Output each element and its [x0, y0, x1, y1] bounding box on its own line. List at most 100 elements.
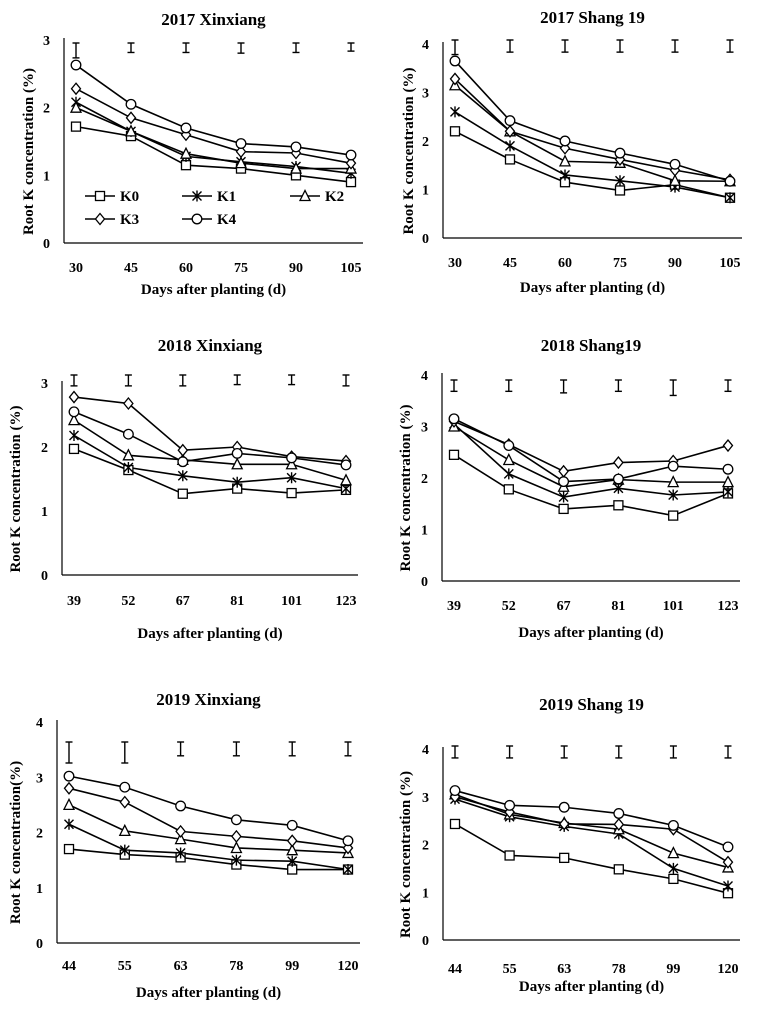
data-point-k4 [70, 59, 82, 71]
data-point-k4 [614, 147, 626, 159]
data-point-k4 [230, 814, 242, 826]
data-point-k4 [342, 835, 354, 847]
data-point-k4 [724, 175, 736, 187]
data-point-k1 [725, 192, 735, 204]
series-line-k3 [453, 420, 729, 473]
x-tick-label: 75 [613, 256, 627, 271]
legend-item-k3: K3 [85, 212, 139, 228]
legend-marker-k1 [192, 190, 202, 202]
y-tick-label: 0 [41, 569, 48, 584]
series-line-k2 [75, 106, 351, 170]
data-point-k0 [68, 443, 80, 455]
x-tick-label: 39 [67, 594, 81, 609]
data-point-k4 [669, 158, 681, 170]
data-point-k3 [722, 439, 734, 453]
chart-title: 2019 Shang 19 [539, 695, 644, 714]
series-line-k0 [73, 448, 347, 495]
error-bar [561, 39, 569, 53]
error-bar [177, 741, 185, 757]
data-point-k0 [449, 818, 461, 830]
x-tick-label: 99 [666, 962, 680, 977]
data-point-k3 [123, 396, 134, 411]
x-tick-label: 120 [718, 962, 739, 977]
data-point-k4 [122, 428, 134, 440]
chart-title: 2019 Xinxiang [156, 690, 261, 709]
data-point-k3 [175, 824, 186, 838]
data-point-k4 [68, 406, 80, 418]
series-line-k3 [75, 88, 352, 164]
series-line-k3 [68, 787, 349, 849]
x-tick-label: 39 [447, 599, 461, 614]
series-line-k1 [73, 434, 347, 490]
data-point-k4 [613, 808, 625, 819]
data-point-k1 [343, 864, 353, 876]
data-point-k3 [235, 145, 247, 159]
legend-label: K0 [120, 189, 139, 205]
series-line-k4 [68, 775, 349, 842]
data-point-k0 [449, 126, 461, 137]
data-point-k4 [559, 135, 571, 147]
series-line-k0 [453, 454, 729, 517]
series-line-k3 [454, 795, 729, 863]
data-point-k3 [613, 456, 624, 470]
series-line-k2 [68, 804, 349, 854]
x-tick-label: 67 [176, 594, 190, 609]
data-point-k3 [177, 443, 189, 457]
chart-title: 2017 Xinxiang [161, 10, 266, 29]
data-point-k4 [119, 781, 131, 793]
series-line-k1 [454, 111, 731, 199]
y-tick-label: 2 [43, 102, 50, 117]
data-point-k2 [502, 453, 515, 466]
data-point-k0 [504, 154, 516, 165]
y-tick-label: 4 [36, 716, 43, 731]
data-point-k1 [175, 847, 186, 859]
series-line-k1 [75, 101, 352, 175]
data-point-k2 [62, 797, 76, 811]
y-tick-label: 3 [41, 377, 48, 392]
x-tick-label: 52 [502, 599, 516, 614]
data-point-k0 [559, 852, 570, 864]
data-point-k4 [175, 800, 187, 812]
data-point-k0 [504, 850, 515, 861]
data-point-k4 [667, 819, 679, 831]
x-tick-label: 52 [121, 594, 135, 609]
series-line-k4 [73, 411, 347, 466]
series-line-k2 [73, 419, 347, 482]
data-point-k0 [70, 121, 82, 132]
data-point-k1 [558, 491, 569, 503]
x-tick-label: 81 [230, 594, 244, 609]
data-point-k0 [177, 488, 188, 499]
y-tick-label: 4 [422, 38, 429, 53]
x-tick-label: 90 [668, 256, 682, 271]
data-point-k2 [122, 448, 135, 461]
series-line-k0 [75, 125, 352, 183]
data-point-k4 [125, 98, 137, 110]
x-axis-label: Days after planting (d) [136, 985, 281, 1001]
data-point-k0 [286, 487, 297, 499]
data-point-k2 [231, 457, 244, 470]
legend-item-k4: K4 [182, 212, 237, 228]
data-point-k1 [668, 862, 679, 874]
y-tick-label: 4 [422, 743, 429, 758]
data-point-k1 [450, 106, 460, 118]
data-point-k3 [68, 390, 80, 404]
x-tick-label: 30 [448, 256, 462, 271]
x-tick-label: 99 [285, 959, 299, 974]
x-tick-label: 101 [663, 599, 684, 614]
x-tick-label: 44 [448, 962, 462, 977]
data-point-k0 [668, 510, 679, 521]
data-point-k4 [286, 819, 298, 831]
y-tick-label: 0 [36, 937, 43, 952]
error-bar [70, 374, 78, 387]
data-point-k1 [287, 855, 298, 867]
error-bar [614, 379, 622, 393]
data-point-k1 [177, 470, 188, 482]
error-bar [342, 374, 350, 387]
data-point-k2 [286, 843, 299, 856]
data-point-k0 [63, 843, 75, 855]
x-tick-label: 45 [503, 256, 517, 271]
series-line-k0 [454, 823, 729, 894]
